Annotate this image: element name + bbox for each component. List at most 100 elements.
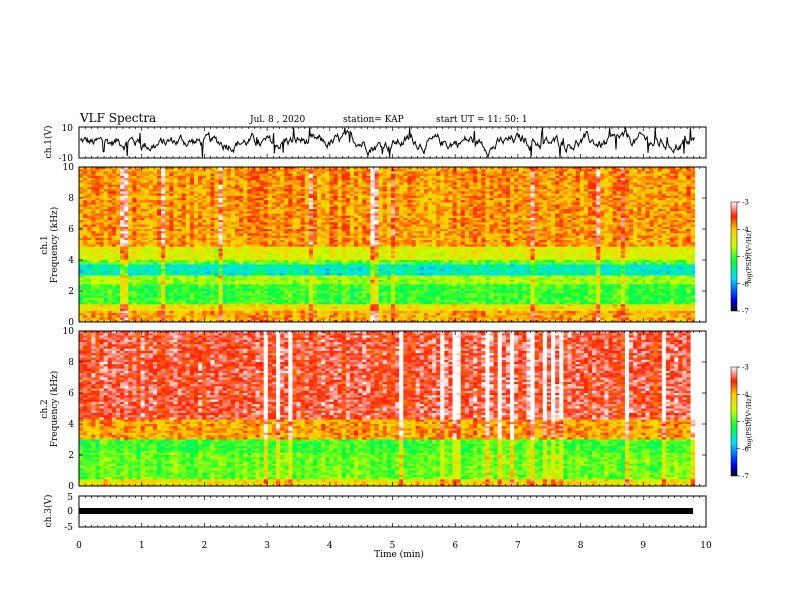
- spectrogram-cell: [526, 180, 531, 183]
- spectrogram-cell: [661, 204, 667, 208]
- spectrogram-cell: [181, 229, 187, 232]
- spectrogram-cell: [251, 226, 256, 230]
- spectrogram-cell: [592, 222, 597, 225]
- spectrogram-cell: [177, 191, 183, 194]
- spectrogram-cell: [444, 200, 449, 203]
- spectrogram-cell: [534, 189, 540, 192]
- spectrogram-cell: [358, 222, 363, 225]
- spectrogram-cell: [563, 191, 568, 194]
- spectrogram-cell: [177, 211, 183, 214]
- spectrogram-cell: [661, 226, 667, 230]
- spectrogram-cell: [674, 180, 679, 183]
- spectrogram-cell: [255, 222, 260, 225]
- spectrogram-cell: [263, 202, 269, 206]
- spectrogram-cell: [620, 235, 626, 239]
- spectrogram-cell: [522, 186, 527, 190]
- spectrogram-cell: [427, 237, 433, 241]
- spectrogram-cell: [120, 180, 125, 183]
- spectrogram-cell: [427, 209, 433, 212]
- spectrogram-cell: [349, 169, 355, 172]
- spectrogram-cell: [579, 233, 585, 237]
- spectrogram-cell: [120, 215, 125, 219]
- spectrogram-cell: [107, 182, 113, 186]
- spectrogram-cell: [661, 169, 667, 172]
- spectrogram-cell: [333, 204, 338, 208]
- spectrogram-cell: [267, 222, 273, 225]
- spectrogram-cell: [575, 191, 581, 194]
- spectrogram-cell: [165, 191, 170, 194]
- spectrogram-cell: [222, 237, 228, 241]
- spectrogram-cell: [107, 175, 113, 179]
- spectrogram-cell: [152, 169, 158, 172]
- spectrogram-cell: [386, 224, 392, 228]
- spectrogram-cell: [444, 189, 449, 192]
- spectrogram-cell: [128, 217, 133, 221]
- spectrogram-cell: [115, 215, 121, 219]
- spectrogram-cell: [312, 173, 318, 177]
- spectrogram-cell: [481, 167, 486, 170]
- spectrogram-cell: [120, 167, 125, 170]
- spectrogram-cell: [538, 180, 544, 183]
- spectrogram-cell: [485, 237, 490, 241]
- spectrogram-cell: [136, 215, 141, 219]
- spectrogram-cell: [362, 217, 367, 221]
- spectrogram-cell: [83, 233, 88, 237]
- spectrogram-cell: [329, 224, 334, 228]
- spectrogram-cell: [579, 226, 585, 230]
- spectrogram-cell: [386, 220, 392, 223]
- spectrogram-cell: [637, 184, 642, 188]
- spectrogram-cell: [189, 186, 195, 190]
- spectrogram-cell: [181, 220, 187, 223]
- spectrogram-cell: [341, 184, 347, 188]
- spectrogram-cell: [202, 204, 207, 208]
- spectrogram-cell: [571, 204, 577, 208]
- spectrogram-cell: [407, 198, 412, 201]
- spectrogram-cell: [226, 195, 232, 199]
- spectrogram-cell: [115, 229, 121, 232]
- spectrogram-cell: [83, 215, 88, 219]
- spectrogram-cell: [481, 169, 486, 172]
- spectrogram-cell: [243, 224, 248, 228]
- spectrogram-cell: [386, 198, 392, 201]
- spectrogram-cell: [649, 191, 655, 194]
- spectrogram-cell: [300, 198, 306, 201]
- spectrogram-cell: [83, 200, 88, 203]
- spectrogram-cell: [686, 195, 691, 199]
- spectrogram-cell: [189, 211, 195, 214]
- spectrogram-cell: [575, 193, 581, 197]
- spectrogram-cell: [629, 171, 634, 175]
- spectrogram-cell: [103, 217, 109, 221]
- spectrogram-cell: [501, 182, 507, 186]
- spectrogram-cell: [423, 189, 429, 192]
- spectrogram-cell: [592, 231, 597, 234]
- spectrogram-cell: [325, 180, 330, 183]
- spectrogram-cell: [251, 215, 256, 219]
- spectrogram-cell: [312, 231, 318, 234]
- spectrogram-cell: [493, 215, 499, 219]
- spectrogram-cell: [173, 240, 178, 243]
- spectrogram-cell: [247, 224, 252, 228]
- spectrogram-cell: [214, 211, 219, 214]
- spectrogram-cell: [600, 226, 605, 230]
- spectrogram-cell: [193, 182, 199, 186]
- spectrogram-cell: [600, 213, 605, 217]
- spectrogram-cell: [247, 204, 252, 208]
- spectrogram-cell: [280, 220, 285, 223]
- spectrogram-cell: [115, 213, 121, 217]
- spectrogram-cell: [337, 222, 343, 225]
- spectrogram-cell: [657, 175, 663, 179]
- spectrogram-cell: [522, 229, 527, 232]
- spectrogram-cell: [333, 229, 338, 232]
- spectrogram-cell: [629, 220, 634, 223]
- spectrogram-cell: [448, 182, 453, 186]
- spectrogram-cell: [185, 240, 191, 243]
- spectrogram-cell: [247, 169, 252, 172]
- spectrogram-cell: [349, 178, 355, 181]
- spectrogram-cell: [649, 222, 655, 225]
- spectrogram-cell: [132, 217, 137, 221]
- spectrogram-cell: [665, 215, 671, 219]
- spectrogram-cell: [382, 173, 388, 177]
- spectrogram-cell: [423, 186, 429, 190]
- spectrogram-cell: [456, 198, 462, 201]
- spectrogram-cell: [210, 224, 215, 228]
